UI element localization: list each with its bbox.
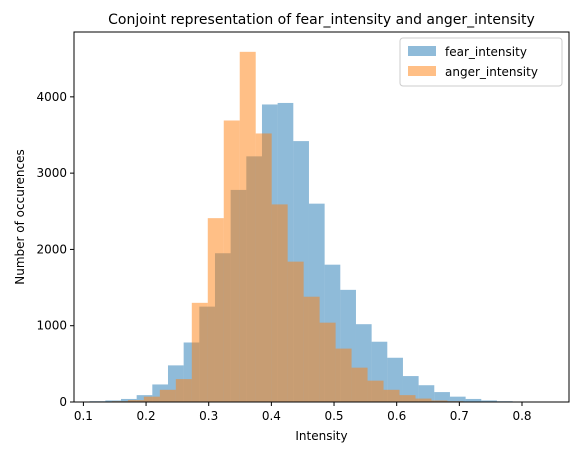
bar-anger-intensity <box>223 120 240 402</box>
x-tick-label: 0.5 <box>324 409 343 423</box>
y-tick-label: 4000 <box>36 90 67 104</box>
x-tick-label: 0.4 <box>262 409 281 423</box>
bar-anger-intensity <box>319 322 336 402</box>
x-tick-label: 0.6 <box>387 409 406 423</box>
legend-label-anger-intensity: anger_intensity <box>445 65 538 79</box>
bar-anger-intensity <box>271 204 288 402</box>
y-tick-label: 3000 <box>36 166 67 180</box>
bar-fear-intensity <box>465 398 482 402</box>
bar-anger-intensity <box>431 400 448 402</box>
bar-fear-intensity <box>434 392 450 402</box>
y-tick-label: 0 <box>59 395 67 409</box>
bar-anger-intensity <box>303 296 320 402</box>
bar-anger-intensity <box>255 133 272 402</box>
x-tick-label: 0.1 <box>74 409 93 423</box>
x-tick-label: 0.8 <box>512 409 531 423</box>
legend-swatch-anger-intensity <box>408 66 436 76</box>
legend-box <box>399 37 563 87</box>
bar-anger-intensity <box>287 261 304 402</box>
anger-intensity-bars <box>95 51 560 402</box>
bar-anger-intensity <box>383 389 400 402</box>
x-axis-label: Intensity <box>295 429 347 443</box>
bar-anger-intensity <box>191 302 208 402</box>
bar-anger-intensity <box>239 51 256 402</box>
legend-label-fear-intensity: fear_intensity <box>445 45 527 59</box>
bar-fear-intensity <box>481 400 497 402</box>
plot-area-frame <box>73 31 570 403</box>
y-axis-label: Number of occurences <box>13 149 27 284</box>
y-tick-label: 1000 <box>36 319 67 333</box>
x-axis-ticks: 0.1 0.2 0.3 0.4 0.5 0.6 0.7 0.8 <box>74 402 532 423</box>
bar-fear-intensity <box>449 396 466 402</box>
bar-anger-intensity <box>351 367 368 402</box>
bar-anger-intensity <box>415 398 432 402</box>
y-tick-label: 2000 <box>36 242 67 256</box>
x-tick-label: 0.3 <box>199 409 218 423</box>
x-tick-label: 0.2 <box>137 409 156 423</box>
bar-anger-intensity <box>207 218 224 402</box>
bar-anger-intensity <box>399 395 416 402</box>
legend: fear_intensity anger_intensity <box>399 37 563 87</box>
bar-anger-intensity <box>367 380 384 402</box>
chart-title: Conjoint representation of fear_intensit… <box>108 12 535 28</box>
x-tick-label: 0.7 <box>450 409 469 423</box>
y-axis-ticks: 0 1000 2000 3000 4000 <box>36 90 74 409</box>
bar-anger-intensity <box>159 389 176 402</box>
bar-anger-intensity <box>175 379 192 402</box>
bar-anger-intensity <box>127 400 144 402</box>
legend-swatch-fear-intensity <box>408 46 436 56</box>
bar-anger-intensity <box>143 396 160 402</box>
bar-fear-intensity <box>418 385 435 402</box>
bar-anger-intensity <box>335 348 352 402</box>
